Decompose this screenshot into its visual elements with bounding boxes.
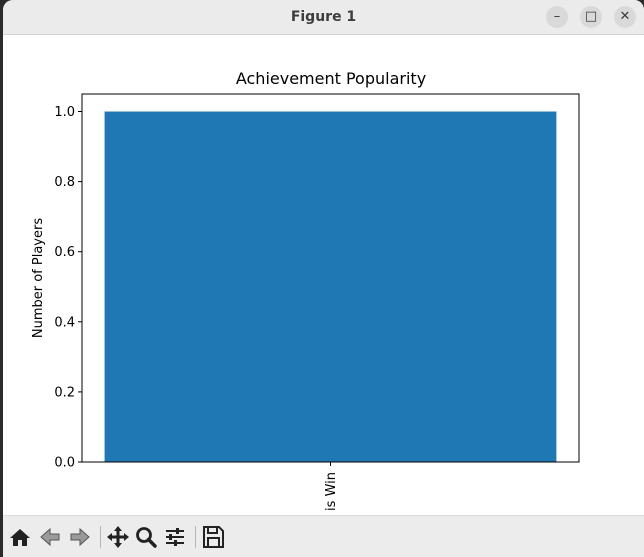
y-axis-label: Number of Players — [31, 218, 46, 338]
figure-canvas: Achievement Popularity Number of Players… — [3, 35, 644, 515]
bar-chart: Achievement Popularity Number of Players… — [31, 69, 580, 511]
configure-icon[interactable] — [161, 523, 189, 551]
chart-title: Achievement Popularity — [236, 69, 426, 88]
zoom-icon[interactable] — [132, 523, 160, 551]
maximize-button[interactable]: □ — [580, 6, 602, 28]
y-tick-label: 0.6 — [54, 245, 75, 260]
toolbar-separator — [195, 526, 196, 548]
navigation-toolbar — [3, 515, 644, 557]
close-button[interactable]: ✕ — [614, 6, 636, 28]
figure-window: Figure 1 – □ ✕ Achievement Popularity Nu… — [3, 0, 644, 557]
toolbar-separator — [100, 526, 101, 548]
save-icon[interactable] — [199, 523, 227, 551]
title-bar[interactable]: Figure 1 – □ ✕ — [3, 0, 644, 35]
y-tick-label: 1.0 — [54, 105, 75, 120]
plot-frame — [81, 93, 580, 463]
home-icon[interactable] — [6, 523, 34, 551]
window-title: Figure 1 — [290, 9, 357, 25]
bar — [104, 111, 557, 463]
forward-icon[interactable] — [66, 523, 94, 551]
back-icon[interactable] — [36, 523, 64, 551]
minimize-button[interactable]: – — [546, 6, 568, 28]
pan-icon[interactable] — [104, 523, 132, 551]
y-tick-label: 0.4 — [54, 315, 75, 330]
y-tick-label: 0.8 — [54, 175, 75, 190]
y-tick-label: 0.2 — [54, 385, 75, 400]
x-tick-label: is Win — [324, 472, 339, 511]
y-tick-label: 0.0 — [54, 456, 75, 471]
